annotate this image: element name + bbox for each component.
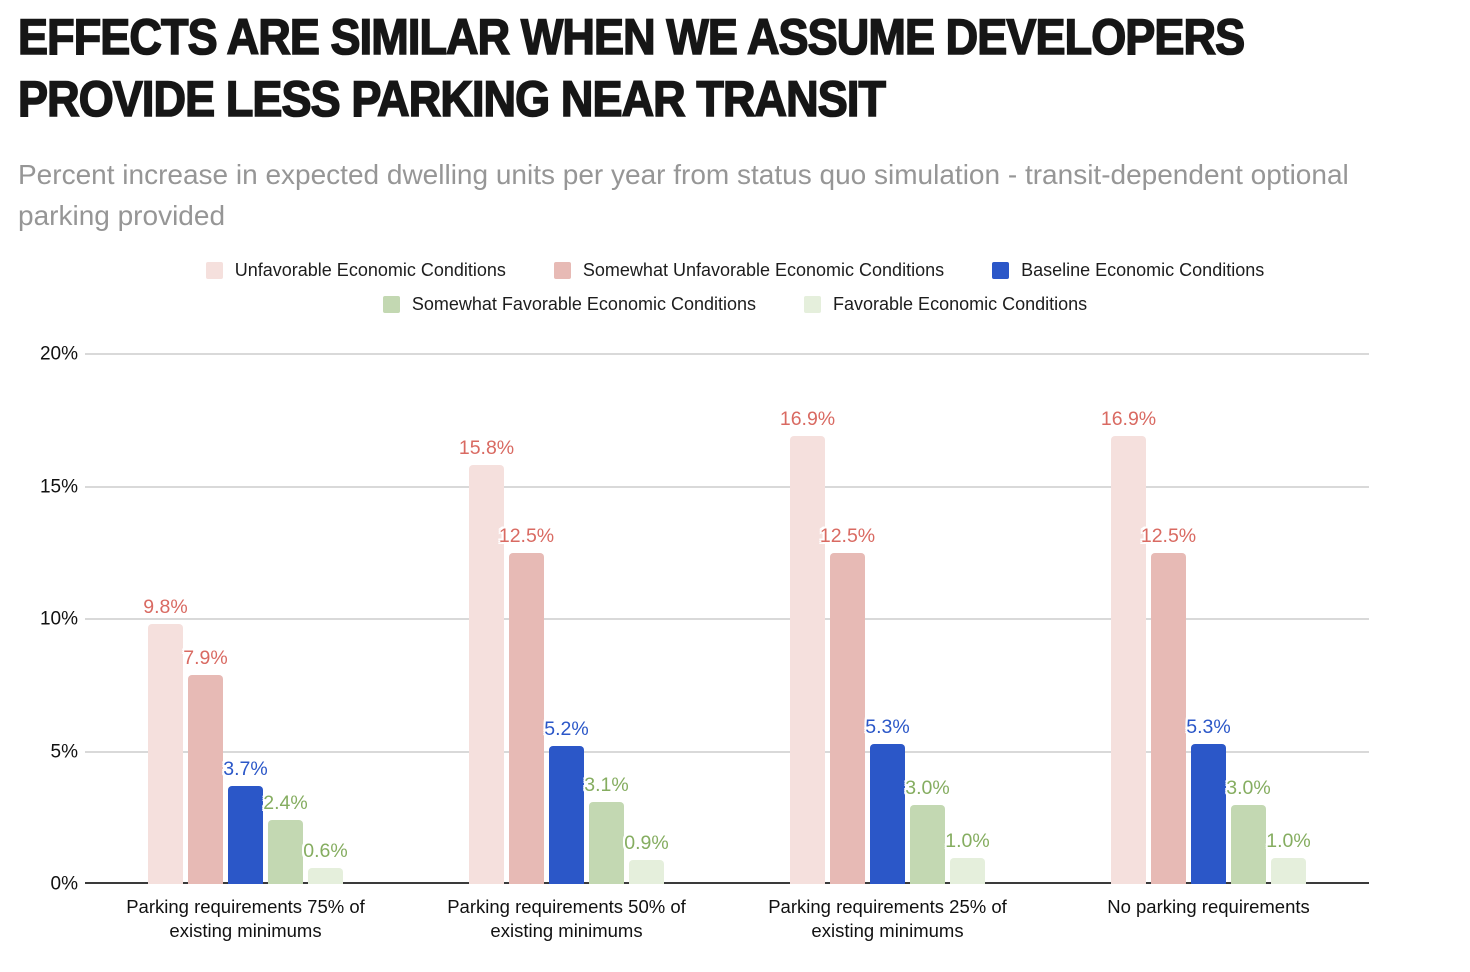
- bar: 12.5%: [499, 525, 554, 884]
- bar: 12.5%: [1141, 525, 1196, 884]
- bar-value-label: 1.0%: [1266, 829, 1311, 852]
- bar: 0.6%: [303, 840, 348, 884]
- bar: 5.3%: [1186, 716, 1231, 884]
- bar-value-label: 3.1%: [584, 773, 629, 796]
- bar-value-label: 16.9%: [779, 408, 836, 431]
- bar-value-label: 12.5%: [819, 524, 876, 547]
- x-axis-line: [85, 882, 1369, 884]
- bar: 5.2%: [544, 718, 589, 884]
- bar-value-label: 16.9%: [1100, 408, 1157, 431]
- bar-value-label: 15.8%: [458, 437, 515, 460]
- legend-swatch-icon: [804, 296, 822, 313]
- chart-title: EFFECTS ARE SIMILAR WHEN WE ASSUME DEVEL…: [17, 8, 1246, 128]
- bar-value-label: 3.0%: [905, 776, 950, 799]
- y-axis-labels: 0% 5% 10% 15% 20%: [16, 345, 78, 894]
- bar: 9.8%: [143, 596, 188, 884]
- bar-value-label: 7.9%: [183, 646, 228, 669]
- legend-label: Somewhat Favorable Economic Conditions: [411, 294, 757, 314]
- legend-swatch-icon: [553, 262, 571, 279]
- bar: 12.5%: [820, 525, 875, 884]
- bar-value-label: 9.8%: [143, 596, 188, 619]
- bar: 3.1%: [584, 774, 629, 884]
- gridline: [85, 353, 1369, 355]
- bar-group: 16.9% 12.5% 5.3% 3.0% 1.0%: [727, 354, 1048, 884]
- bar-value-label: 0.9%: [624, 832, 669, 855]
- chart-subtitle: Percent increase in expected dwelling un…: [18, 159, 1349, 231]
- legend-item: Somewhat Favorable Economic Conditions: [382, 294, 757, 315]
- bar-value-label: 12.5%: [498, 524, 555, 547]
- x-axis-category-label: Parking requirements 25% of existing min…: [768, 896, 1007, 941]
- legend-label: Favorable Economic Conditions: [833, 294, 1088, 314]
- y-axis-tick-label: 20%: [39, 343, 78, 365]
- x-axis-category-label: Parking requirements 75% of existing min…: [126, 896, 365, 941]
- bar-value-label: 2.4%: [263, 792, 308, 815]
- x-axis-labels: Parking requirements 75% of existing min…: [85, 895, 1369, 943]
- bar-value-label: 3.7%: [223, 757, 268, 780]
- legend-row: Unfavorable Economic Conditions Somewhat …: [205, 260, 1264, 281]
- legend-label: Unfavorable Economic Conditions: [234, 260, 506, 280]
- legend-row: Somewhat Favorable Economic Conditions Fa…: [382, 294, 1087, 315]
- bar: 3.0%: [905, 777, 950, 884]
- y-axis-tick-label: 10%: [39, 608, 78, 630]
- y-axis-tick-label: 5%: [50, 741, 78, 762]
- bar-value-label: 5.3%: [1186, 715, 1231, 738]
- gridline: [85, 485, 1369, 488]
- bar: 7.9%: [183, 647, 228, 884]
- bar-value-label: 0.6%: [303, 840, 348, 863]
- gridline: [85, 750, 1369, 753]
- legend-label: Baseline Economic Conditions: [1021, 260, 1265, 280]
- bar-value-label: 3.0%: [1226, 776, 1271, 799]
- y-axis-tick-label: 0%: [50, 873, 78, 895]
- plot-area: 9.8% 7.9% 3.7% 2.4% 0.6% 15.8% 12.5% 5.2% 3.1% 0.…: [85, 353, 1369, 884]
- legend-swatch-icon: [992, 262, 1010, 279]
- bar: 16.9%: [780, 408, 835, 884]
- legend: Unfavorable Economic Conditions Somewhat …: [0, 260, 1470, 315]
- legend-swatch-icon: [205, 262, 223, 279]
- bar-value-label: 1.0%: [945, 829, 990, 852]
- bar: 1.0%: [945, 830, 990, 884]
- y-axis-tick-label: 15%: [39, 476, 78, 497]
- bar: 16.9%: [1101, 408, 1156, 884]
- bar-value-label: 12.5%: [1140, 524, 1197, 547]
- legend-item: Unfavorable Economic Conditions: [205, 260, 506, 281]
- bar: 3.0%: [1226, 777, 1271, 884]
- gridline: [85, 618, 1369, 620]
- bar-group: 9.8% 7.9% 3.7% 2.4% 0.6%: [85, 354, 406, 884]
- x-axis-category-label: Parking requirements 50% of existing min…: [447, 896, 686, 941]
- legend-item: Favorable Economic Conditions: [804, 294, 1087, 315]
- bar-group: 16.9% 12.5% 5.3% 3.0% 1.0%: [1048, 354, 1369, 884]
- bar: 3.7%: [223, 758, 268, 884]
- bar-value-label: 5.2%: [544, 718, 589, 741]
- bar: 15.8%: [459, 437, 514, 884]
- x-axis-category-label: No parking requirements: [1107, 896, 1310, 917]
- legend-item: Baseline Economic Conditions: [992, 260, 1264, 281]
- bar: 2.4%: [263, 792, 308, 884]
- legend-item: Somewhat Unfavorable Economic Conditions: [553, 260, 945, 281]
- bar-group: 15.8% 12.5% 5.2% 3.1% 0.9%: [406, 354, 727, 884]
- bar: 0.9%: [624, 832, 669, 884]
- bar: 1.0%: [1266, 830, 1311, 884]
- bar-value-label: 5.3%: [865, 715, 910, 738]
- bar: 5.3%: [865, 716, 910, 884]
- legend-label: Somewhat Unfavorable Economic Conditions: [582, 260, 945, 280]
- legend-swatch-icon: [382, 296, 400, 313]
